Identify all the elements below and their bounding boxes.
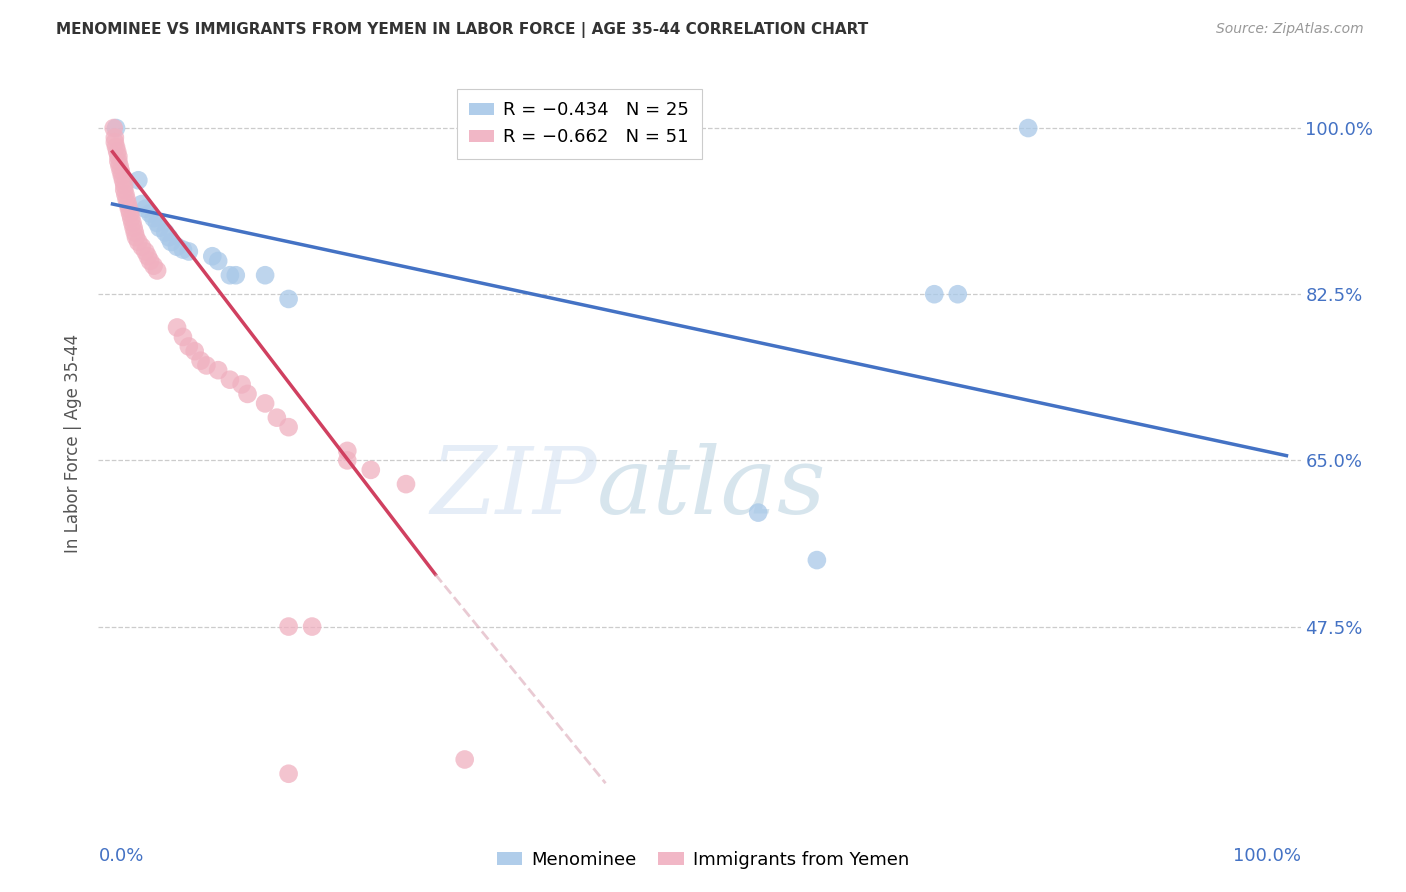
Point xyxy=(127,235,149,249)
Point xyxy=(108,159,131,173)
Point xyxy=(107,154,129,169)
Point xyxy=(127,173,149,187)
Point xyxy=(146,216,169,230)
Point xyxy=(172,330,194,344)
Point xyxy=(454,752,477,766)
Point xyxy=(177,244,200,259)
Point xyxy=(166,240,188,254)
Point xyxy=(134,244,156,259)
Point xyxy=(120,206,142,220)
Point xyxy=(236,387,259,401)
Point xyxy=(1017,121,1039,136)
Point xyxy=(207,254,229,268)
Point xyxy=(266,410,288,425)
Point xyxy=(117,197,139,211)
Point xyxy=(136,249,159,263)
Point xyxy=(111,169,134,183)
Point xyxy=(118,202,141,216)
Point xyxy=(219,373,242,387)
Point xyxy=(155,226,177,240)
Text: Source: ZipAtlas.com: Source: ZipAtlas.com xyxy=(1216,22,1364,37)
Point xyxy=(277,619,299,633)
Point xyxy=(107,149,129,163)
Point xyxy=(177,339,200,353)
Point xyxy=(121,216,143,230)
Point xyxy=(105,145,128,159)
Point xyxy=(112,173,135,187)
Point xyxy=(336,453,359,467)
Point xyxy=(120,211,142,226)
Point xyxy=(166,320,188,334)
Point xyxy=(225,268,247,283)
Point xyxy=(219,268,242,283)
Point xyxy=(125,230,148,244)
Point xyxy=(190,353,212,368)
Point xyxy=(360,463,382,477)
Point xyxy=(105,121,128,136)
Legend: Menominee, Immigrants from Yemen: Menominee, Immigrants from Yemen xyxy=(489,844,917,876)
Point xyxy=(231,377,253,392)
Point xyxy=(336,443,359,458)
Point xyxy=(124,226,146,240)
Point xyxy=(160,235,183,249)
Point xyxy=(139,206,162,220)
Point xyxy=(112,178,135,192)
Point xyxy=(139,254,162,268)
Point xyxy=(146,263,169,277)
Point xyxy=(142,211,165,226)
Point xyxy=(201,249,224,263)
Legend: R = −0.434   N = 25, R = −0.662   N = 51: R = −0.434 N = 25, R = −0.662 N = 51 xyxy=(457,88,702,159)
Point xyxy=(112,183,135,197)
Point xyxy=(103,121,125,136)
Text: atlas: atlas xyxy=(598,443,827,533)
Point xyxy=(148,220,170,235)
Point xyxy=(122,220,145,235)
Point xyxy=(747,506,769,520)
Point xyxy=(183,344,205,359)
Point xyxy=(277,292,299,306)
Point xyxy=(131,240,153,254)
Point xyxy=(114,187,136,202)
Y-axis label: In Labor Force | Age 35-44: In Labor Force | Age 35-44 xyxy=(65,334,83,553)
Point xyxy=(195,359,218,373)
Point xyxy=(134,202,156,216)
Text: MENOMINEE VS IMMIGRANTS FROM YEMEN IN LABOR FORCE | AGE 35-44 CORRELATION CHART: MENOMINEE VS IMMIGRANTS FROM YEMEN IN LA… xyxy=(56,22,869,38)
Point xyxy=(110,163,132,178)
Point xyxy=(806,553,828,567)
Point xyxy=(157,230,180,244)
Point xyxy=(922,287,945,301)
Point xyxy=(172,243,194,257)
Point xyxy=(395,477,418,491)
Text: ZIP: ZIP xyxy=(430,443,598,533)
Point xyxy=(946,287,969,301)
Point xyxy=(254,268,277,283)
Point xyxy=(105,140,128,154)
Point xyxy=(104,136,127,150)
Text: 100.0%: 100.0% xyxy=(1233,847,1301,865)
Point xyxy=(131,197,153,211)
Point xyxy=(142,259,165,273)
Point xyxy=(277,766,299,780)
Point xyxy=(104,130,127,145)
Point xyxy=(277,420,299,434)
Text: 0.0%: 0.0% xyxy=(98,847,143,865)
Point xyxy=(207,363,229,377)
Point xyxy=(254,396,277,410)
Point xyxy=(115,192,138,206)
Point xyxy=(301,619,323,633)
